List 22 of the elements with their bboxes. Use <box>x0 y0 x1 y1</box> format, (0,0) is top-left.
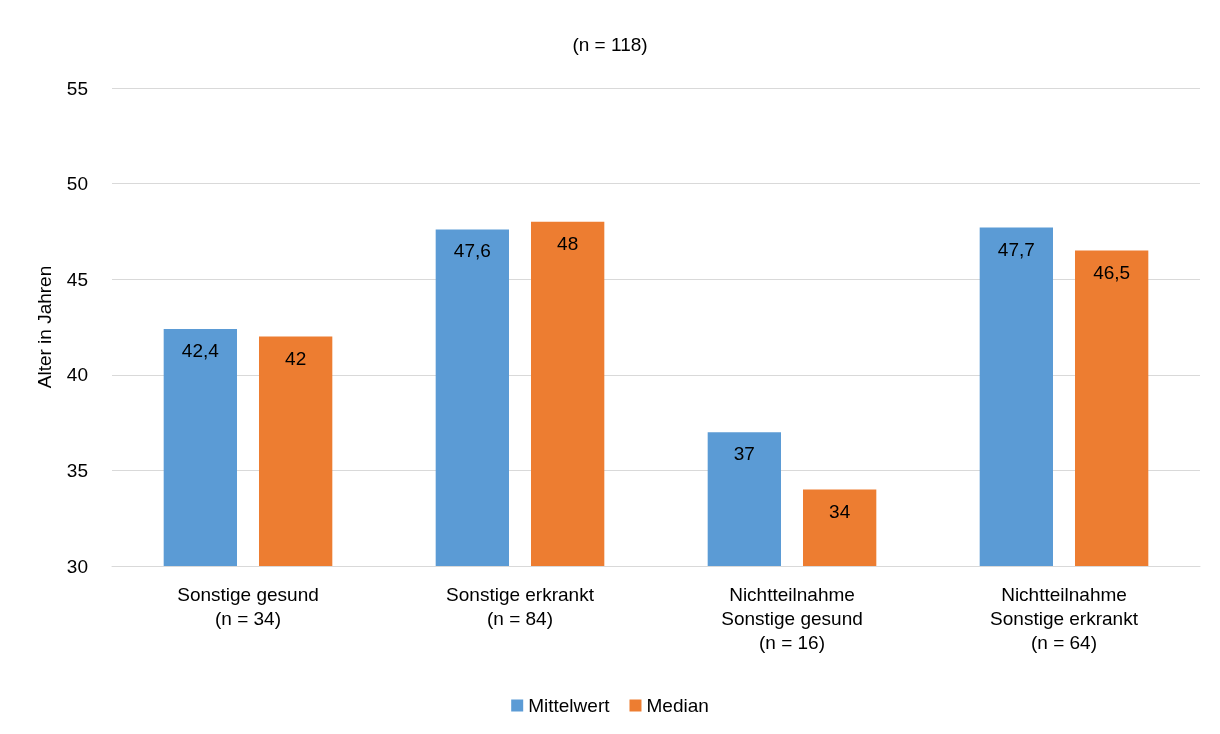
x-tick-label: Nichtteilnahme Sonstige erkrankt (n = 64) <box>990 583 1139 653</box>
data-label: 37 <box>733 443 755 465</box>
data-label: 34 <box>829 500 851 522</box>
y-tick-label: 45 <box>66 268 88 290</box>
data-label: 42,4 <box>181 339 220 361</box>
data-label: 47,7 <box>997 238 1035 260</box>
y-axis-title: Alter in Jahren <box>34 265 55 389</box>
y-tick-label: 55 <box>66 77 88 99</box>
y-tick-label: 40 <box>66 364 88 386</box>
y-tick-label: 35 <box>66 459 88 481</box>
data-label: 42 <box>285 347 307 369</box>
chart-title: (n = 118) <box>572 34 648 55</box>
legend-label: Median <box>646 695 709 716</box>
y-tick-label: 30 <box>66 555 88 577</box>
x-tick-label: Sonstige erkrankt (n = 84) <box>446 583 595 629</box>
x-tick-label: Sonstige gesund (n = 34) <box>177 583 319 629</box>
data-label: 48 <box>557 232 579 254</box>
x-tick-label: Nichtteilnahme Sonstige gesund (n = 16) <box>721 583 863 653</box>
legend-label: Mittelwert <box>528 695 611 716</box>
y-tick-label: 50 <box>66 173 88 195</box>
data-label: 47,6 <box>453 240 491 262</box>
data-label: 46,5 <box>1093 261 1131 283</box>
